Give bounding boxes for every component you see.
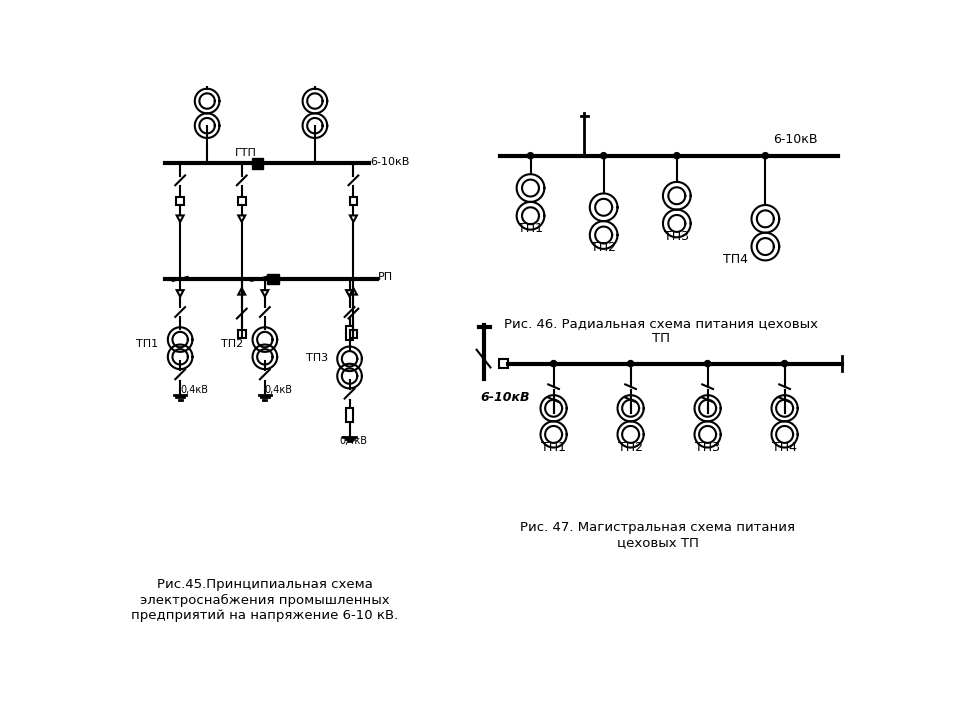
Circle shape xyxy=(674,153,680,159)
Text: 0,4кВ: 0,4кВ xyxy=(180,385,208,395)
Text: Рис. 46. Радиальная схема питания цеховых
ТП: Рис. 46. Радиальная схема питания цеховы… xyxy=(504,318,818,346)
Text: ТП1: ТП1 xyxy=(518,222,543,235)
Text: ТП3: ТП3 xyxy=(695,441,720,454)
Text: 6-10кВ: 6-10кВ xyxy=(480,390,530,403)
Text: 0,4кВ: 0,4кВ xyxy=(340,436,368,446)
Text: 6-10кВ: 6-10кВ xyxy=(773,133,818,146)
Text: ТП4: ТП4 xyxy=(724,253,749,266)
Bar xyxy=(499,359,508,368)
Bar xyxy=(347,408,353,422)
Text: ТП1: ТП1 xyxy=(541,441,566,454)
Bar xyxy=(347,326,353,340)
Text: ТП1: ТП1 xyxy=(136,339,158,349)
Circle shape xyxy=(628,361,634,366)
Text: ТП3: ТП3 xyxy=(306,354,328,363)
Circle shape xyxy=(601,153,607,159)
Bar xyxy=(349,330,357,338)
Text: 6-10кВ: 6-10кВ xyxy=(371,157,410,167)
Text: РП: РП xyxy=(378,272,394,282)
Bar xyxy=(238,197,246,205)
Text: ТП3: ТП3 xyxy=(664,230,689,243)
Bar xyxy=(252,158,263,168)
Text: ТП2: ТП2 xyxy=(221,339,243,349)
Circle shape xyxy=(527,153,534,159)
Text: ТП2: ТП2 xyxy=(591,241,616,254)
Bar xyxy=(349,197,357,205)
Bar xyxy=(177,197,184,205)
Circle shape xyxy=(781,361,787,366)
Circle shape xyxy=(705,361,710,366)
Bar xyxy=(267,274,278,284)
Text: 0,4кВ: 0,4кВ xyxy=(265,385,293,395)
Text: Рис.45.Принципиальная схема
электроснабжения промышленных
предприятий на напряже: Рис.45.Принципиальная схема электроснабж… xyxy=(132,578,398,621)
Bar xyxy=(238,330,246,338)
Circle shape xyxy=(762,153,768,159)
Text: ГТП: ГТП xyxy=(234,148,256,158)
Text: ТП2: ТП2 xyxy=(618,441,643,454)
Text: ТП4: ТП4 xyxy=(772,441,797,454)
Text: Рис. 47. Магистральная схема питания
цеховых ТП: Рис. 47. Магистральная схема питания цех… xyxy=(520,521,795,549)
Circle shape xyxy=(550,361,557,366)
